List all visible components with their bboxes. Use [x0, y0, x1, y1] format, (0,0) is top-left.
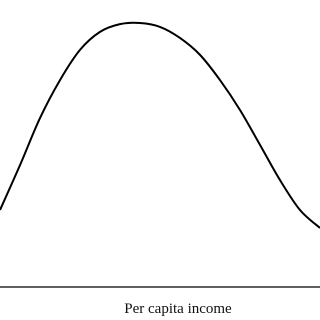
- x-axis-label: Per capita income: [124, 301, 232, 317]
- line: [0, 21, 320, 229]
